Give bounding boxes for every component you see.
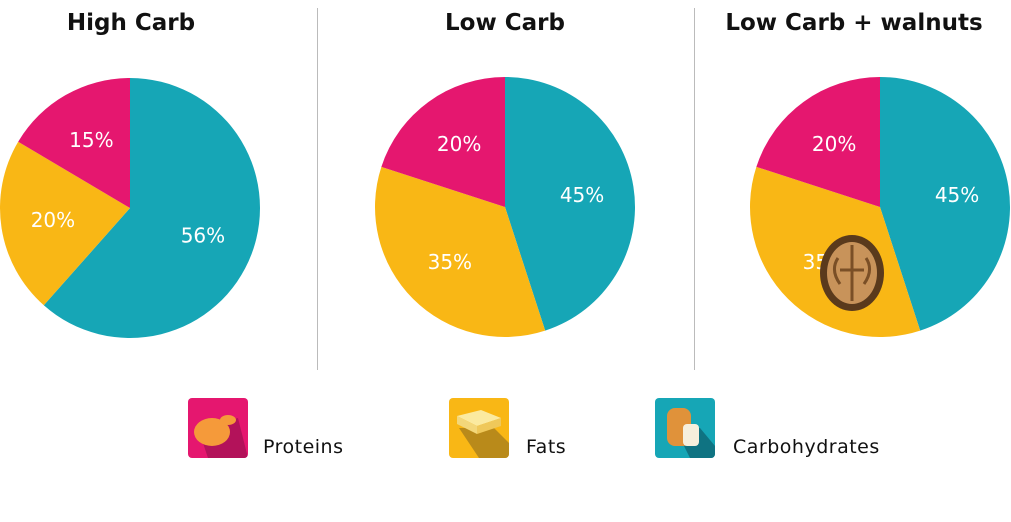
legend-label-proteins: Proteins [263, 436, 344, 458]
legend-label-carbohydrates: Carbohydrates [733, 436, 880, 458]
pie-slice-fats [374, 166, 546, 337]
chart-title-low-carb: Low Carb [445, 10, 565, 36]
slice-data-label: 56% [181, 224, 225, 248]
slice-data-label: 20% [812, 132, 856, 156]
pie-slice-carbohydrates [43, 78, 261, 338]
chicken-icon [188, 398, 248, 458]
pie-slice-proteins [381, 77, 505, 207]
slice-data-label: 15% [69, 128, 113, 152]
pie-slice-proteins [18, 78, 130, 208]
butter-icon [449, 398, 509, 458]
pie-slice-carbohydrates [505, 77, 635, 331]
divider [694, 8, 695, 370]
walnut-icon [820, 235, 884, 311]
slice-data-label: 20% [437, 132, 481, 156]
chart-title-low-carb-walnuts: Low Carb + walnuts [725, 10, 983, 36]
pie-slice-proteins [756, 77, 880, 207]
slice-data-label: 45% [560, 183, 604, 207]
pie-slice-carbohydrates [880, 77, 1011, 331]
slice-data-label: 20% [31, 208, 75, 232]
bread-icon [655, 398, 715, 458]
divider [317, 8, 318, 370]
slice-data-label: 45% [935, 183, 979, 207]
pie-slice-fats [0, 141, 130, 306]
chart-title-high-carb: High Carb [66, 10, 196, 36]
legend-label-fats: Fats [526, 436, 567, 458]
slice-data-label: 35% [428, 250, 472, 274]
